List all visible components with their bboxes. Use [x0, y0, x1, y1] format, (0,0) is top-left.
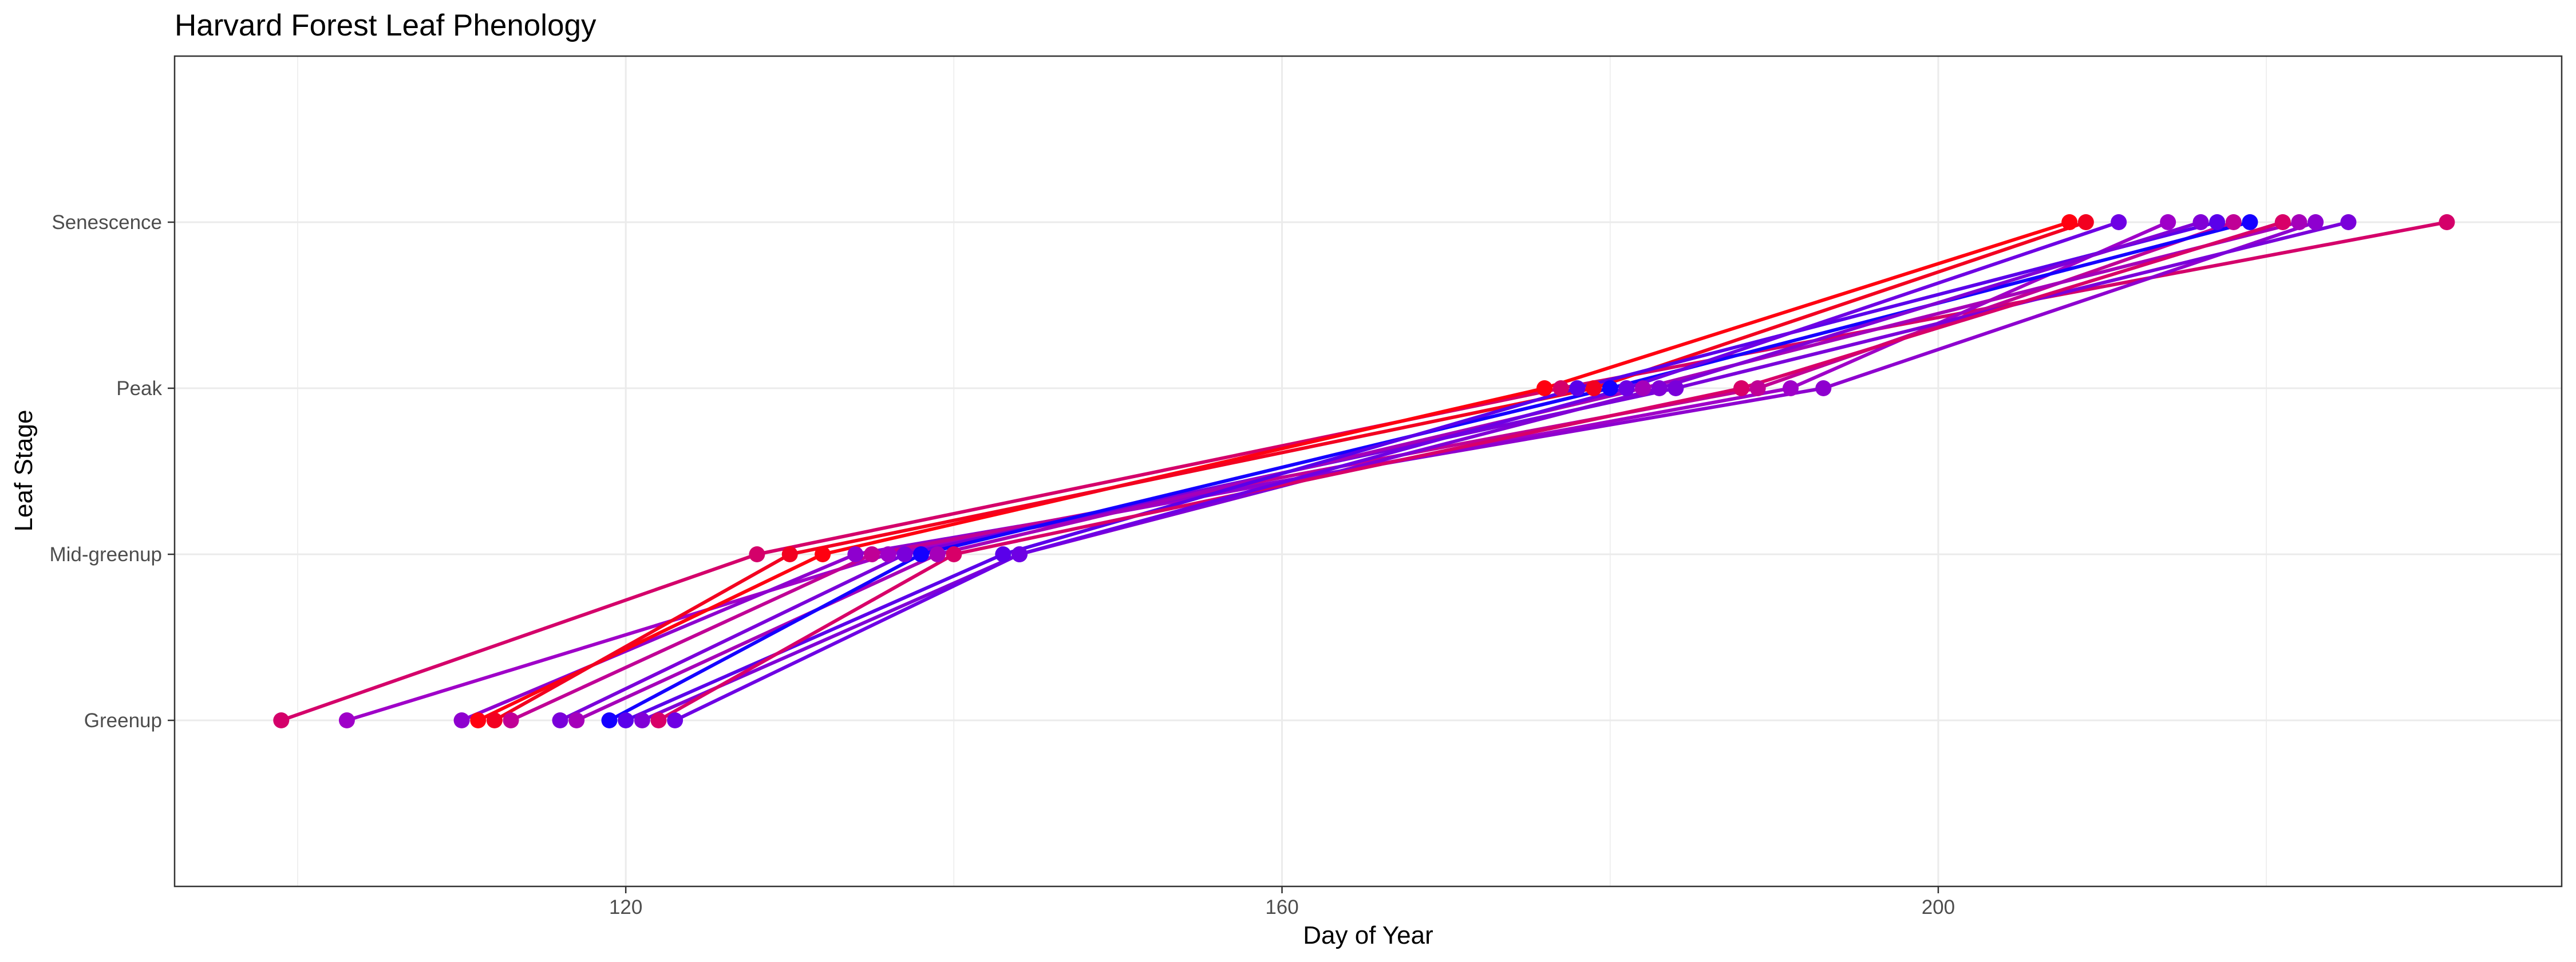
x-axis-title: Day of Year [1303, 921, 1433, 949]
data-point [1569, 380, 1586, 396]
series-line [279, 220, 2449, 722]
data-point [618, 712, 634, 728]
data-point [2439, 214, 2455, 230]
axes: 120 160 200 Greenup Mid-greenup Peak Senescenc… [50, 211, 1955, 918]
data-point [1733, 380, 1750, 396]
y-tick-label: Mid-greenup [50, 543, 163, 566]
data-point [2340, 214, 2357, 230]
data-point [568, 712, 585, 728]
data-point [946, 546, 962, 562]
data-point [2192, 214, 2209, 230]
plot-area [175, 56, 2562, 886]
data-point [453, 712, 470, 728]
data-point [749, 546, 765, 562]
data-point [913, 546, 930, 562]
data-point [1602, 380, 1618, 396]
data-point [1651, 380, 1668, 396]
series-line [509, 220, 2235, 722]
data-point [2160, 214, 2176, 230]
data-point [896, 546, 913, 562]
y-tick-label: Senescence [52, 211, 162, 234]
x-tick-label: 120 [609, 896, 642, 918]
data-point [2111, 214, 2127, 230]
data-point [815, 546, 831, 562]
data-point [929, 546, 946, 562]
data-point [503, 712, 519, 728]
data-point [650, 712, 667, 728]
data-point [486, 712, 503, 728]
series-line [657, 220, 2285, 722]
x-tick-label: 160 [1265, 896, 1298, 918]
data-point [552, 712, 568, 728]
data-point [2061, 214, 2078, 230]
data-point [864, 546, 880, 562]
plot-border [173, 55, 2563, 888]
data-point [1668, 380, 1684, 396]
data-point [2291, 214, 2308, 230]
data-point [2209, 214, 2226, 230]
data-point [470, 712, 487, 728]
data-point [1618, 380, 1635, 396]
series-line [492, 220, 2088, 722]
data-point [2077, 214, 2094, 230]
series-line [624, 220, 2219, 722]
data-point [880, 546, 896, 562]
data-point [1635, 380, 1652, 396]
data-point [847, 546, 864, 562]
data-point [667, 712, 683, 728]
data-point [1586, 380, 1602, 396]
series-line [673, 220, 2121, 722]
data-point [601, 712, 618, 728]
y-tick-label: Greenup [84, 709, 162, 732]
data-point [2242, 214, 2258, 230]
data-point [1011, 546, 1028, 562]
y-axis-title: Leaf Stage [10, 410, 38, 532]
data-point [273, 712, 290, 728]
data-point [1536, 380, 1553, 396]
data-point [338, 712, 355, 728]
chart-title: Harvard Forest Leaf Phenology [175, 9, 596, 42]
data-point [634, 712, 650, 728]
x-tick-label: 200 [1922, 896, 1955, 918]
data-point [995, 546, 1012, 562]
data-point [781, 546, 798, 562]
data-point [2308, 214, 2324, 230]
data-point [1552, 380, 1569, 396]
y-tick-label: Peak [116, 377, 162, 400]
data-point [2274, 214, 2291, 230]
data-point [1782, 380, 1799, 396]
data-point [1749, 380, 1766, 396]
data-point [2225, 214, 2242, 230]
data-point [1815, 380, 1832, 396]
